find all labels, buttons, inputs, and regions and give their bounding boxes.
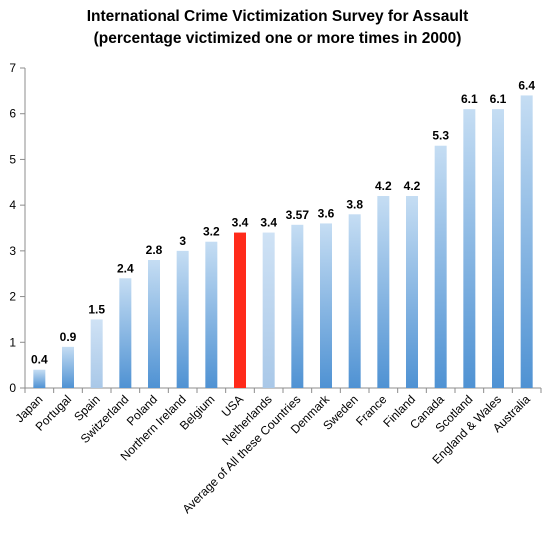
bar [176, 250, 189, 388]
bar [406, 196, 418, 388]
bar [377, 196, 390, 388]
bar [434, 145, 447, 388]
data-label: 3.57 [286, 208, 310, 222]
data-label: 3.4 [260, 216, 277, 230]
bar [320, 223, 332, 388]
data-label: 6.1 [461, 92, 478, 106]
y-tick-label: 2 [9, 290, 16, 304]
bar [520, 95, 533, 388]
data-label: 4.2 [404, 179, 421, 193]
bar [463, 109, 476, 389]
data-label: 3 [179, 234, 186, 248]
bar [234, 232, 246, 388]
y-tick-label: 0 [9, 381, 16, 395]
data-label: 2.4 [117, 261, 134, 275]
bar [119, 278, 132, 388]
bar [62, 346, 74, 388]
bar [348, 214, 361, 388]
bar [262, 232, 275, 388]
data-label: 0.4 [31, 353, 48, 367]
data-label: 4.2 [375, 179, 392, 193]
data-label: 2.8 [146, 243, 163, 257]
bar [205, 241, 218, 388]
bar [90, 319, 103, 388]
data-label: 6.1 [490, 92, 507, 106]
y-tick-label: 7 [9, 61, 16, 75]
data-label: 3.2 [203, 225, 220, 239]
data-label: 3.6 [318, 206, 335, 220]
data-label: 1.5 [88, 302, 105, 316]
y-tick-label: 4 [9, 198, 16, 212]
y-tick-label: 1 [9, 335, 16, 349]
bar [291, 224, 304, 388]
y-tick-label: 5 [9, 152, 16, 166]
y-tick-label: 6 [9, 107, 16, 121]
chart-title: International Crime Victimization Survey… [86, 8, 469, 25]
bar [492, 109, 504, 389]
chart-subtitle: (percentage victimized one or more times… [93, 30, 462, 47]
bar [148, 260, 160, 388]
data-label: 5.3 [432, 129, 449, 143]
y-tick-label: 3 [9, 244, 16, 258]
bar [33, 369, 46, 388]
data-label: 0.9 [60, 330, 77, 344]
data-label: 3.4 [232, 216, 249, 230]
data-label: 6.4 [518, 78, 535, 92]
data-label: 3.8 [346, 197, 363, 211]
